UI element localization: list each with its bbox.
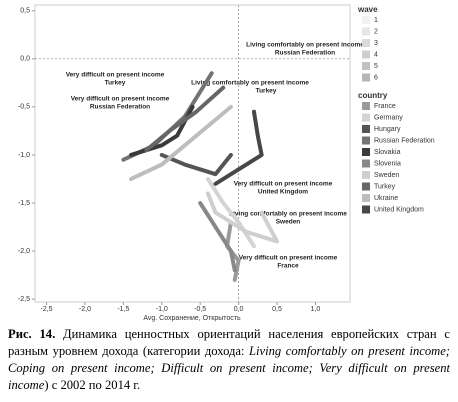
legend-label: 2 — [374, 28, 378, 35]
plot-area — [34, 4, 351, 303]
x-tick-label: 0,5 — [272, 306, 282, 313]
annotations: Living comfortably on present income Rus… — [66, 42, 365, 270]
x-tick-label: -0,5 — [194, 306, 206, 313]
legend-label: Hungary — [374, 126, 401, 133]
legend-swatch — [362, 27, 370, 36]
series-line — [205, 191, 280, 244]
legend-label: Ukraine — [374, 195, 398, 202]
series-line — [213, 109, 264, 186]
series-line — [205, 176, 256, 249]
y-tick-label: 0,0 — [20, 56, 30, 63]
series-line — [198, 201, 237, 273]
annotation: Very difficult on present income — [66, 72, 165, 79]
legend-swatch — [362, 73, 370, 82]
annotation: Very difficult on present income — [239, 255, 338, 262]
legend-swatch — [362, 171, 370, 179]
annotation: France — [277, 263, 299, 270]
annotation: Sweden — [276, 219, 301, 226]
legend-swatch — [362, 194, 370, 202]
legend-label: 4 — [374, 51, 378, 58]
legend-swatch — [362, 205, 370, 214]
y-tick-label: -0,5 — [18, 104, 30, 111]
caption-text: ) с 2002 по 2014 г. — [44, 378, 141, 392]
legend-swatch — [362, 102, 370, 110]
legend-label: Sweden — [374, 172, 399, 179]
x-axis-title: Avg. Сохранение, Открытость — [143, 315, 241, 322]
caption-label: Рис. 14. — [8, 327, 56, 341]
y-tick-label: -2,0 — [18, 248, 30, 255]
legend-swatch — [362, 136, 370, 145]
x-tick-label: 0,0 — [234, 306, 244, 313]
caption: Рис. 14. Динамика ценностных ориентаций … — [8, 326, 450, 394]
legend-label: 6 — [374, 74, 378, 81]
legend-label: Russian Federation — [374, 137, 435, 144]
annotation: Turkey — [256, 88, 277, 95]
legend-swatch — [362, 159, 370, 168]
x-tick-label: -1,5 — [117, 306, 129, 313]
legend-label: Slovakia — [374, 149, 401, 156]
annotation: Turkey — [105, 80, 126, 87]
x-tick-label: -2,0 — [79, 306, 91, 313]
series-line — [159, 152, 233, 177]
y-tick-label: -2,5 — [18, 296, 30, 303]
x-tick-label: 1,0 — [311, 306, 321, 313]
annotation: Living comfortably on present income — [229, 211, 347, 218]
legend-title: country — [358, 91, 388, 100]
legend-swatch — [362, 39, 370, 47]
legend-swatch — [362, 62, 370, 70]
annotation: Living comfortably on present income — [191, 80, 309, 87]
caption-italic: Living comfortably on present income; Co… — [8, 344, 451, 392]
annotation: Russian Federation — [90, 104, 150, 111]
annotation: Very difficult on present income — [234, 181, 333, 188]
caption-text: Динамика ценностных ориентаций населения… — [8, 327, 451, 358]
legend-swatch — [362, 182, 370, 191]
legend-swatch — [362, 16, 370, 24]
y-tick-label: 0,5 — [20, 8, 30, 15]
chart: Living comfortably on present income Rus… — [18, 4, 435, 322]
legend-swatch — [362, 125, 370, 133]
legend-swatch — [362, 113, 370, 122]
annotation: United Kingdom — [258, 189, 308, 196]
legend-label: Turkey — [374, 183, 396, 190]
y-tick-label: -1,5 — [18, 200, 30, 207]
legend-label: 1 — [374, 17, 378, 24]
legend-swatch — [362, 148, 370, 156]
legend-swatch — [362, 50, 370, 59]
annotation: Living comfortably on present income — [246, 42, 364, 49]
legend-label: 3 — [374, 40, 378, 47]
series-line — [129, 104, 233, 181]
legend-label: France — [374, 103, 396, 110]
series-line — [144, 85, 226, 153]
legend-label: Slovenia — [374, 160, 401, 167]
annotation: Very difficult on present income — [71, 96, 170, 103]
y-tick-label: -1,0 — [18, 152, 30, 159]
legend-label: United Kingdom — [374, 206, 424, 213]
legend-label: Germany — [374, 114, 403, 121]
annotation: Russian Federation — [275, 50, 335, 57]
x-tick-label: -1,0 — [156, 306, 168, 313]
legend-title: wave — [357, 5, 378, 14]
legend-label: 5 — [374, 63, 378, 70]
x-tick-label: -2,5 — [40, 306, 52, 313]
